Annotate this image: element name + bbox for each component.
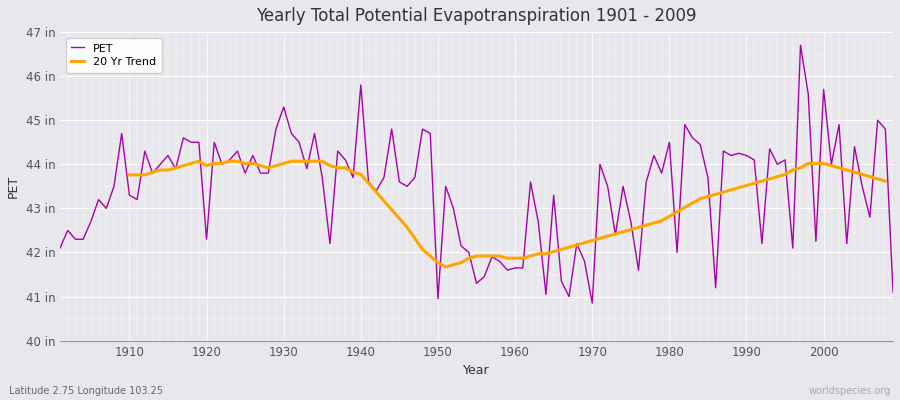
PET bbox=[509, 266, 520, 270]
Title: Yearly Total Potential Evapotranspiration 1901 - 2009: Yearly Total Potential Evapotranspiratio… bbox=[256, 7, 697, 25]
20 Yr Trend bbox=[194, 159, 204, 164]
20 Yr Trend bbox=[880, 179, 891, 184]
PET bbox=[55, 246, 66, 250]
20 Yr Trend bbox=[363, 181, 374, 186]
PET bbox=[332, 149, 343, 154]
20 Yr Trend bbox=[309, 159, 320, 164]
PET bbox=[887, 290, 898, 294]
20 Yr Trend bbox=[332, 166, 343, 170]
PET bbox=[116, 131, 127, 136]
PET bbox=[286, 131, 297, 136]
Text: worldspecies.org: worldspecies.org bbox=[809, 386, 891, 396]
Legend: PET, 20 Yr Trend: PET, 20 Yr Trend bbox=[66, 38, 162, 73]
X-axis label: Year: Year bbox=[464, 364, 490, 377]
PET bbox=[795, 43, 806, 48]
20 Yr Trend bbox=[541, 251, 552, 256]
Line: PET: PET bbox=[60, 45, 893, 303]
PET bbox=[502, 268, 513, 272]
20 Yr Trend bbox=[518, 256, 528, 261]
20 Yr Trend bbox=[440, 265, 451, 270]
Y-axis label: PET: PET bbox=[7, 175, 20, 198]
PET bbox=[587, 301, 598, 306]
20 Yr Trend bbox=[734, 185, 744, 190]
PET bbox=[610, 232, 621, 237]
Text: Latitude 2.75 Longitude 103.25: Latitude 2.75 Longitude 103.25 bbox=[9, 386, 163, 396]
20 Yr Trend bbox=[124, 172, 135, 177]
Line: 20 Yr Trend: 20 Yr Trend bbox=[130, 161, 886, 267]
